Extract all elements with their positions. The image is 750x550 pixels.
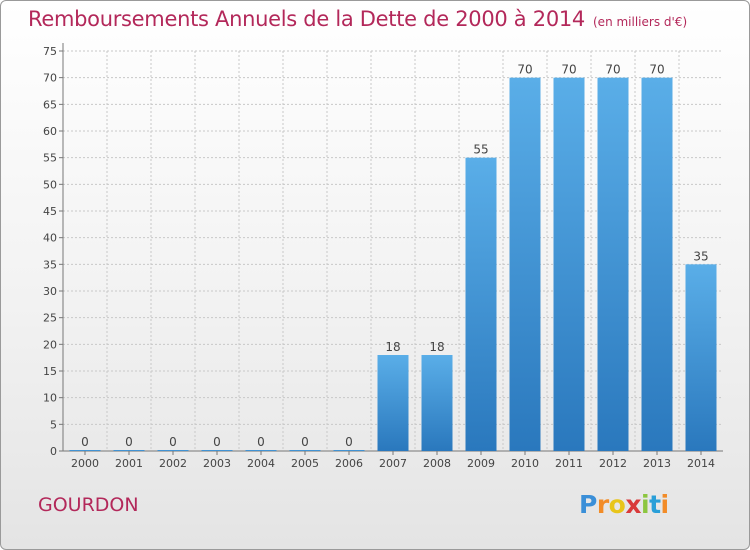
x-tick-label: 2000 bbox=[71, 457, 99, 470]
commune-name: GOURDON bbox=[38, 494, 139, 516]
data-label: 55 bbox=[473, 143, 488, 157]
x-tick-label: 2001 bbox=[115, 457, 143, 470]
x-tick-label: 2002 bbox=[159, 457, 187, 470]
bar bbox=[289, 450, 321, 451]
grid-lines bbox=[63, 50, 723, 451]
y-tick-label: 45 bbox=[43, 205, 57, 218]
y-tick-label: 70 bbox=[43, 72, 57, 85]
y-tick-label: 25 bbox=[43, 312, 57, 325]
bar bbox=[641, 77, 673, 452]
y-tick-label: 20 bbox=[43, 338, 57, 351]
chart-title-text: Remboursements Annuels de la Dette de 20… bbox=[28, 7, 585, 31]
x-tick-label: 2005 bbox=[291, 457, 319, 470]
logo-letter: P bbox=[579, 490, 597, 519]
x-tick-label: 2014 bbox=[687, 457, 715, 470]
data-label: 0 bbox=[213, 435, 221, 449]
logo-letter: i bbox=[660, 490, 670, 519]
data-label: 0 bbox=[301, 435, 309, 449]
x-tick-label: 2011 bbox=[555, 457, 583, 470]
labels: 0 5 10 15 20 25 30 35 40 45 50 55 60 65 70 75 0 2000 0 2001… bbox=[43, 45, 715, 470]
x-tick-label: 2009 bbox=[467, 457, 495, 470]
bar bbox=[377, 355, 409, 451]
data-label: 0 bbox=[345, 435, 353, 449]
bar bbox=[201, 450, 233, 451]
logo-letter: r bbox=[596, 490, 609, 519]
logo-letter: i bbox=[641, 490, 650, 519]
y-tick-label: 15 bbox=[43, 365, 57, 378]
y-tick-label: 65 bbox=[43, 98, 57, 111]
bar bbox=[597, 77, 629, 452]
proxiti-logo[interactable]: Proxiti bbox=[579, 490, 669, 519]
y-tick-label: 40 bbox=[43, 232, 57, 245]
data-label: 35 bbox=[693, 249, 708, 263]
bar bbox=[69, 450, 101, 451]
bar bbox=[685, 264, 717, 451]
y-tick-label: 35 bbox=[43, 258, 57, 271]
y-tick-label: 75 bbox=[43, 45, 57, 58]
x-tick-label: 2013 bbox=[643, 457, 671, 470]
y-tick-label: 5 bbox=[50, 418, 57, 431]
data-label: 18 bbox=[429, 340, 444, 354]
chart-title: Remboursements Annuels de la Dette de 20… bbox=[28, 7, 687, 31]
bar bbox=[333, 450, 365, 451]
bar bbox=[157, 450, 189, 451]
x-tick-label: 2004 bbox=[247, 457, 275, 470]
data-label: 70 bbox=[561, 63, 576, 77]
logo-letter: o bbox=[608, 490, 626, 519]
y-tick-label: 60 bbox=[43, 125, 57, 138]
bar bbox=[553, 77, 585, 452]
x-tick-label: 2008 bbox=[423, 457, 451, 470]
bar bbox=[509, 77, 541, 452]
data-label: 0 bbox=[257, 435, 265, 449]
x-tick-label: 2003 bbox=[203, 457, 231, 470]
bar bbox=[245, 450, 277, 451]
bars bbox=[69, 77, 717, 452]
data-label: 0 bbox=[81, 435, 89, 449]
y-tick-label: 0 bbox=[50, 445, 57, 458]
y-tick-label: 10 bbox=[43, 392, 57, 405]
logo-letter: x bbox=[625, 490, 641, 519]
bar bbox=[421, 355, 453, 451]
x-tick-label: 2010 bbox=[511, 457, 539, 470]
chart-unit: (en milliers d'€) bbox=[593, 15, 688, 29]
logo-letter: t bbox=[649, 490, 661, 519]
data-label: 0 bbox=[169, 435, 177, 449]
y-tick-label: 55 bbox=[43, 152, 57, 165]
data-label: 0 bbox=[125, 435, 133, 449]
bar bbox=[465, 157, 497, 451]
x-tick-label: 2012 bbox=[599, 457, 627, 470]
data-label: 70 bbox=[605, 63, 620, 77]
data-label: 70 bbox=[649, 63, 664, 77]
bar bbox=[113, 450, 145, 451]
data-label: 18 bbox=[385, 340, 400, 354]
x-tick-label: 2007 bbox=[379, 457, 407, 470]
data-label: 70 bbox=[517, 63, 532, 77]
y-tick-label: 50 bbox=[43, 178, 57, 191]
x-tick-label: 2006 bbox=[335, 457, 363, 470]
y-tick-label: 30 bbox=[43, 285, 57, 298]
